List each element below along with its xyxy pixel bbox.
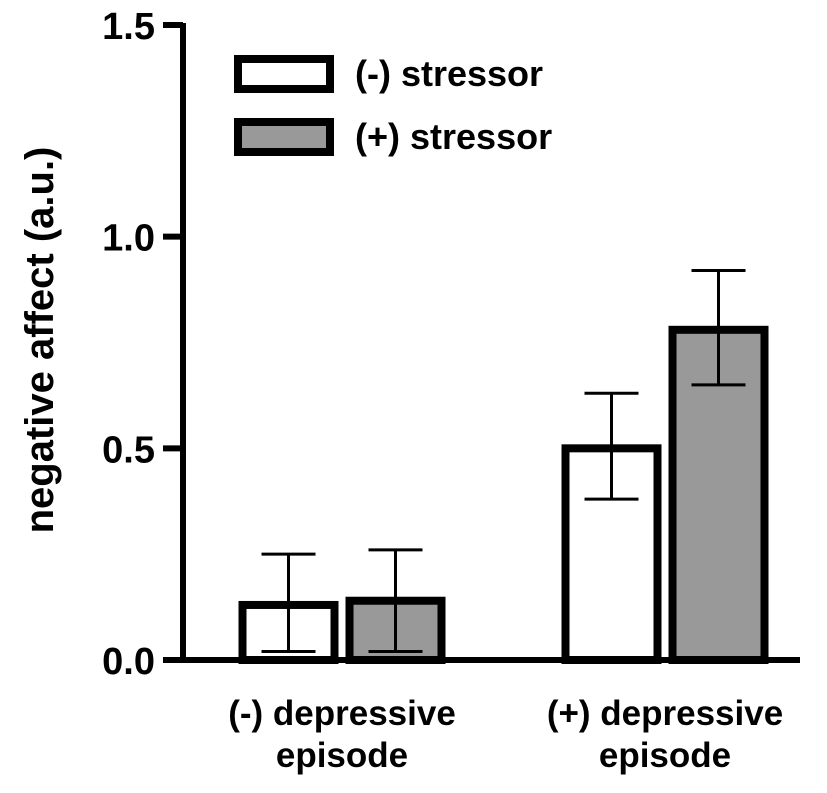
legend-label: (+) stressor: [355, 116, 552, 157]
legend-swatch: [234, 118, 334, 156]
x-category-label: episode: [599, 736, 731, 775]
x-category-label: (-) depressive: [228, 694, 456, 733]
x-category-label: episode: [276, 736, 408, 775]
y-tick-label: 0.0: [102, 641, 155, 683]
y-tick-label: 1.0: [102, 218, 155, 260]
y-tick-label: 1.5: [102, 6, 155, 48]
legend-swatch: [234, 55, 334, 93]
y-axis-title: negative affect (a.u.): [18, 147, 62, 534]
x-category-label: (+) depressive: [547, 694, 783, 733]
bars: [238, 269, 769, 665]
legend-label: (-) stressor: [355, 53, 543, 94]
bar: [668, 325, 769, 664]
y-tick-label: 0.5: [102, 429, 155, 471]
legend: (-) stressor (+) stressor: [234, 53, 552, 157]
